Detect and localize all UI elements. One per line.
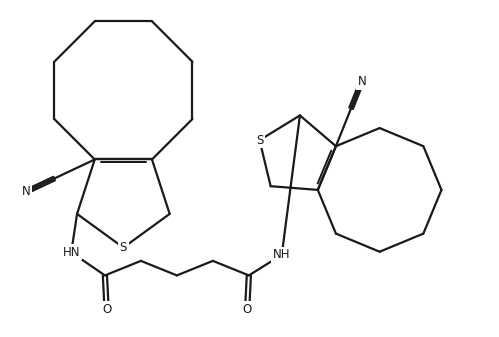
- Text: O: O: [243, 303, 252, 316]
- Text: S: S: [256, 134, 263, 147]
- Text: N: N: [22, 185, 30, 198]
- Text: S: S: [120, 241, 127, 254]
- Text: NH: NH: [273, 248, 290, 262]
- Text: O: O: [102, 303, 111, 316]
- Text: HN: HN: [62, 246, 80, 259]
- Text: N: N: [357, 75, 366, 88]
